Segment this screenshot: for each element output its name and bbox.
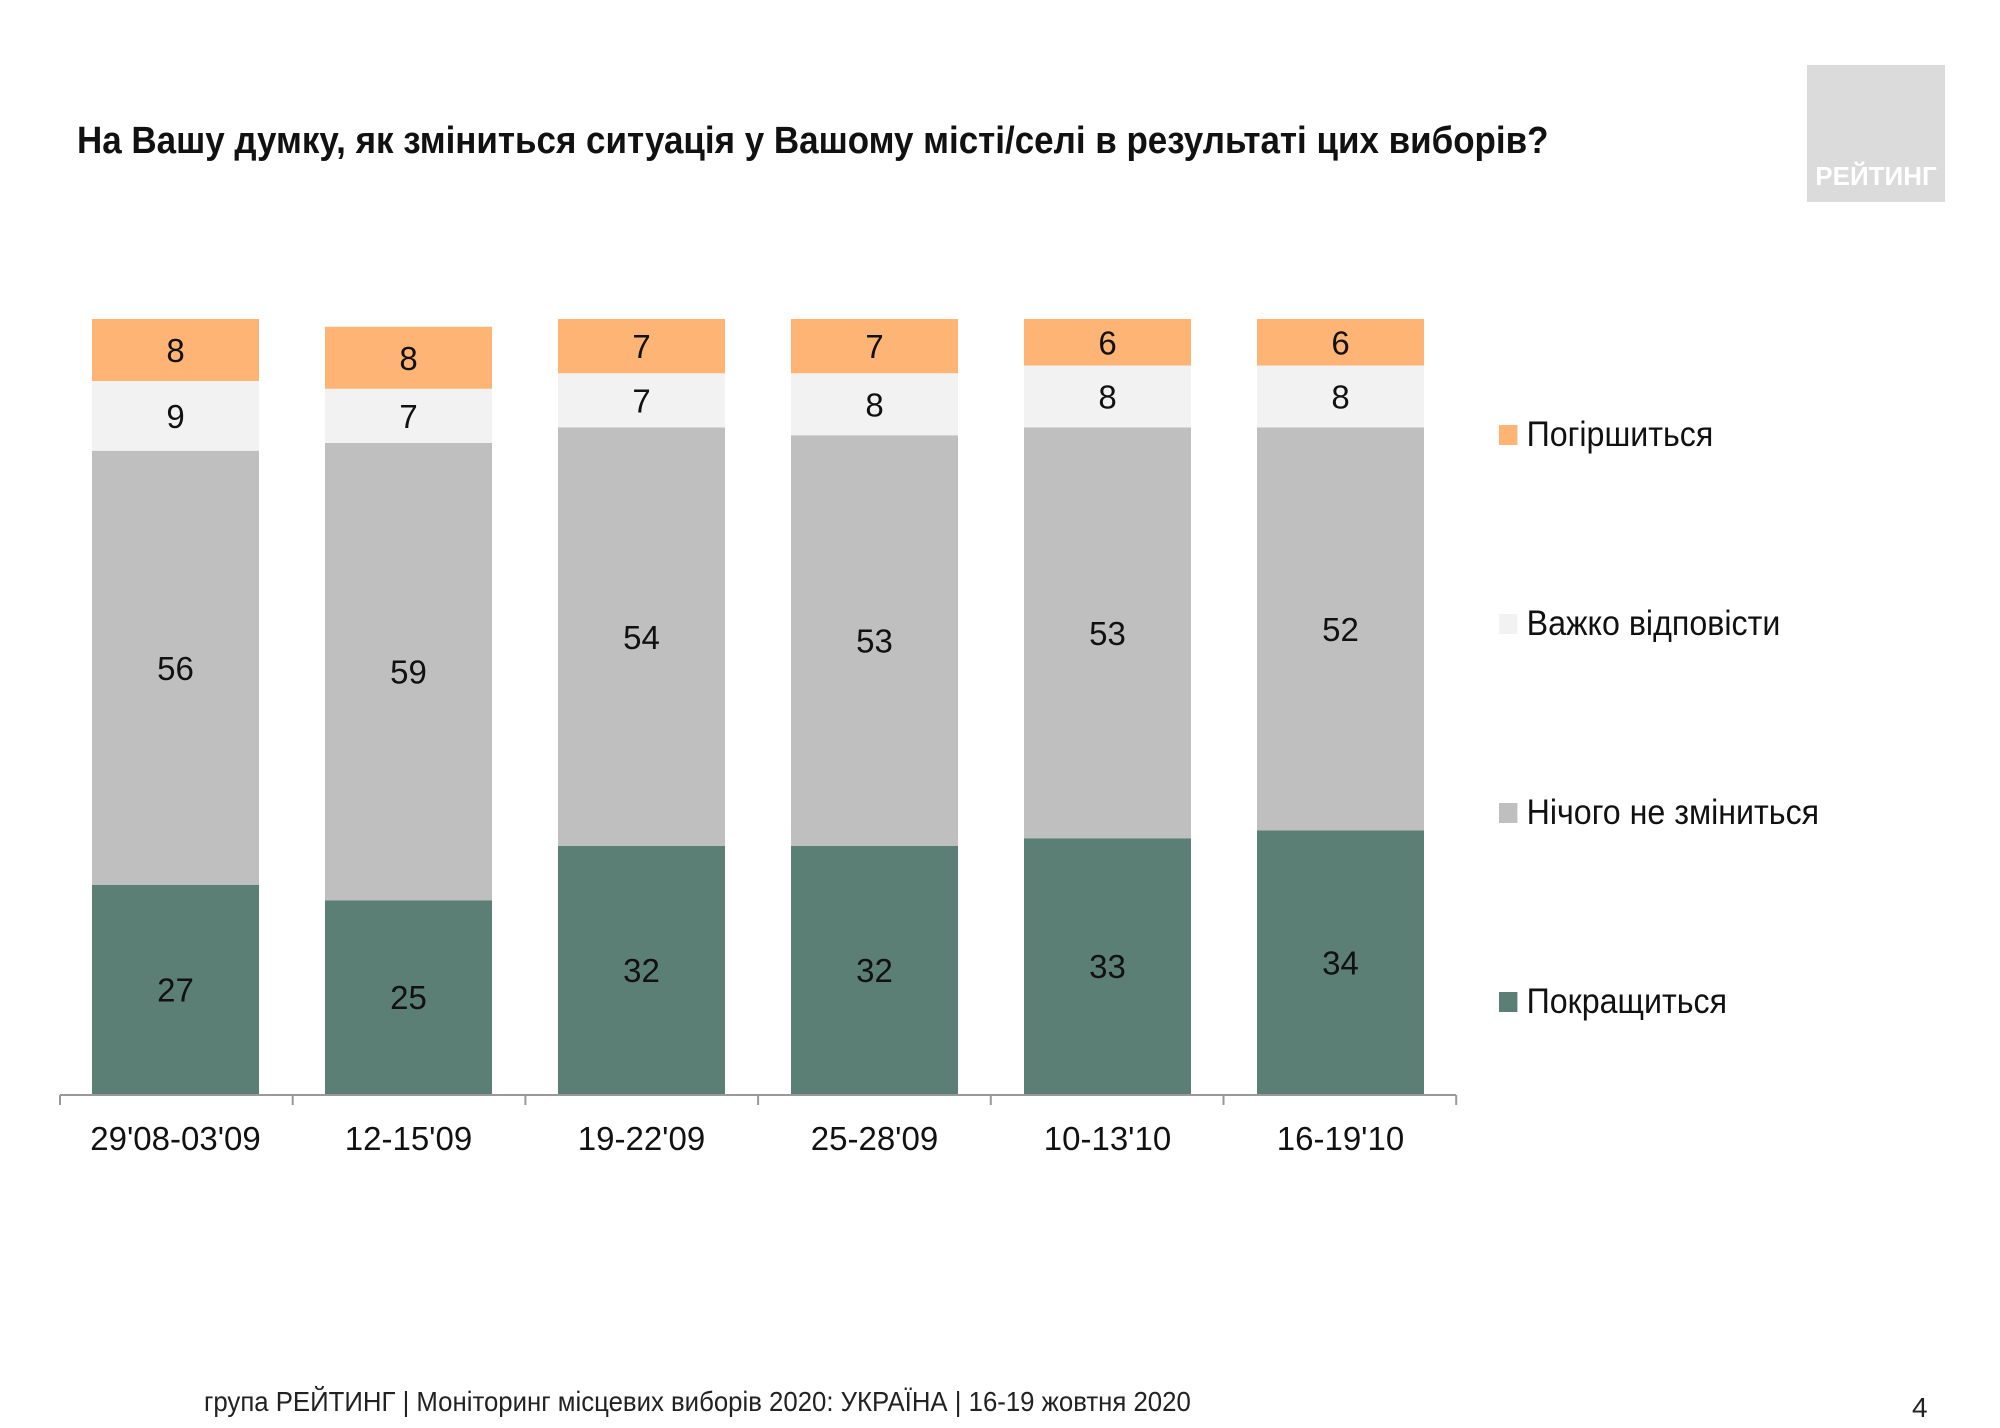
logo-text: РЕЙТИНГ (1815, 161, 1937, 191)
data-label: 52 (1322, 611, 1359, 648)
bar-segment (325, 388, 492, 443)
bar-segment (791, 435, 958, 846)
bar-segment (791, 373, 958, 436)
data-label: 33 (1089, 948, 1126, 985)
data-label: 9 (166, 398, 184, 435)
data-label: 8 (166, 332, 184, 369)
data-label: 32 (856, 952, 893, 989)
bar-segment (1024, 427, 1191, 839)
bar-segment (1024, 365, 1191, 428)
data-label: 53 (856, 623, 893, 660)
data-label: 8 (399, 340, 417, 377)
data-label: 7 (399, 398, 417, 435)
bar-segment (1257, 365, 1424, 428)
bar-segment (325, 326, 492, 389)
bar-segment (791, 319, 958, 374)
x-tick-label: 10-13'10 (1044, 1120, 1171, 1157)
data-label: 8 (865, 386, 883, 423)
bar-segment (92, 381, 259, 451)
page-number: 4 (1912, 1392, 1928, 1423)
data-label: 59 (390, 654, 427, 691)
legend-swatch (1499, 614, 1518, 634)
data-label: 53 (1089, 615, 1126, 652)
bar-segment (92, 884, 259, 1094)
data-label: 54 (623, 619, 660, 656)
data-label: 8 (1098, 379, 1116, 416)
bar-segment (558, 846, 725, 1094)
x-tick-label: 25-28'09 (811, 1120, 938, 1157)
data-label: 27 (157, 971, 194, 1008)
legend-item: Погіршиться (1499, 415, 1713, 455)
legend-label: Нічого не зміниться (1526, 793, 1820, 832)
bar-segment (92, 450, 259, 885)
x-tick-label: 29'08-03'09 (90, 1120, 260, 1157)
legend-swatch (1499, 992, 1518, 1012)
bar-segment (558, 427, 725, 846)
data-label: 32 (623, 952, 660, 989)
bar-segment (92, 319, 259, 381)
legend-label: Погіршиться (1526, 415, 1714, 454)
legend-label: Важко відповісти (1526, 604, 1781, 643)
bar-segment (558, 319, 725, 374)
data-label: 25 (390, 979, 427, 1016)
x-tick-label: 12-15'09 (345, 1120, 472, 1157)
footer: група РЕЙТИНГ | Моніторинг місцевих вибо… (204, 1386, 1191, 1417)
data-label: 56 (157, 650, 194, 687)
legend-item: Нічого не зміниться (1499, 793, 1819, 833)
legend-item: Важко відповісти (1499, 604, 1780, 644)
data-label: 6 (1331, 324, 1349, 361)
bar-segment (1257, 830, 1424, 1094)
bar-segment (325, 443, 492, 901)
bar-segment (325, 900, 492, 1094)
chart-title: На Вашу думку, як зміниться ситуація у В… (77, 120, 1549, 162)
x-tick-label: 19-22'09 (578, 1120, 705, 1157)
data-label: 7 (865, 328, 883, 365)
legend-swatch (1499, 425, 1518, 445)
data-label: 7 (632, 328, 650, 365)
data-label: 7 (632, 382, 650, 419)
data-label: 8 (1331, 379, 1349, 416)
bar-segment (1257, 319, 1424, 366)
bar-segment (1257, 427, 1424, 831)
data-label: 6 (1098, 324, 1116, 361)
x-tick-label: 16-19'10 (1277, 1120, 1404, 1157)
bar-segment (558, 373, 725, 428)
bar-segment (1024, 838, 1191, 1094)
rating-logo: РЕЙТИНГ (1807, 65, 1945, 202)
legend-label: Покращиться (1526, 982, 1728, 1021)
bar-segment (791, 846, 958, 1094)
data-label: 34 (1322, 944, 1359, 981)
bar-segment (1024, 319, 1191, 366)
legend-item: Покращиться (1499, 982, 1727, 1022)
legend-swatch (1499, 803, 1518, 823)
